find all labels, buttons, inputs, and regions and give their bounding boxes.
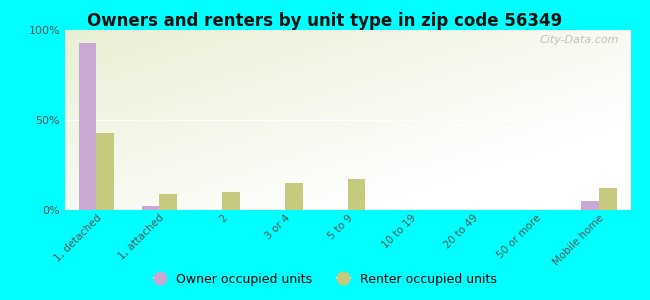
Bar bbox=[348, 179, 365, 210]
Bar bbox=[285, 183, 302, 210]
Text: Owners and renters by unit type in zip code 56349: Owners and renters by unit type in zip c… bbox=[87, 12, 563, 30]
Bar bbox=[582, 201, 599, 210]
Text: City-Data.com: City-Data.com bbox=[540, 35, 619, 45]
Bar bbox=[79, 43, 96, 210]
Bar bbox=[142, 206, 159, 210]
Bar bbox=[96, 133, 114, 210]
Bar bbox=[222, 192, 240, 210]
Bar bbox=[159, 194, 177, 210]
Bar bbox=[599, 188, 617, 210]
Legend: Owner occupied units, Renter occupied units: Owner occupied units, Renter occupied un… bbox=[148, 268, 502, 291]
